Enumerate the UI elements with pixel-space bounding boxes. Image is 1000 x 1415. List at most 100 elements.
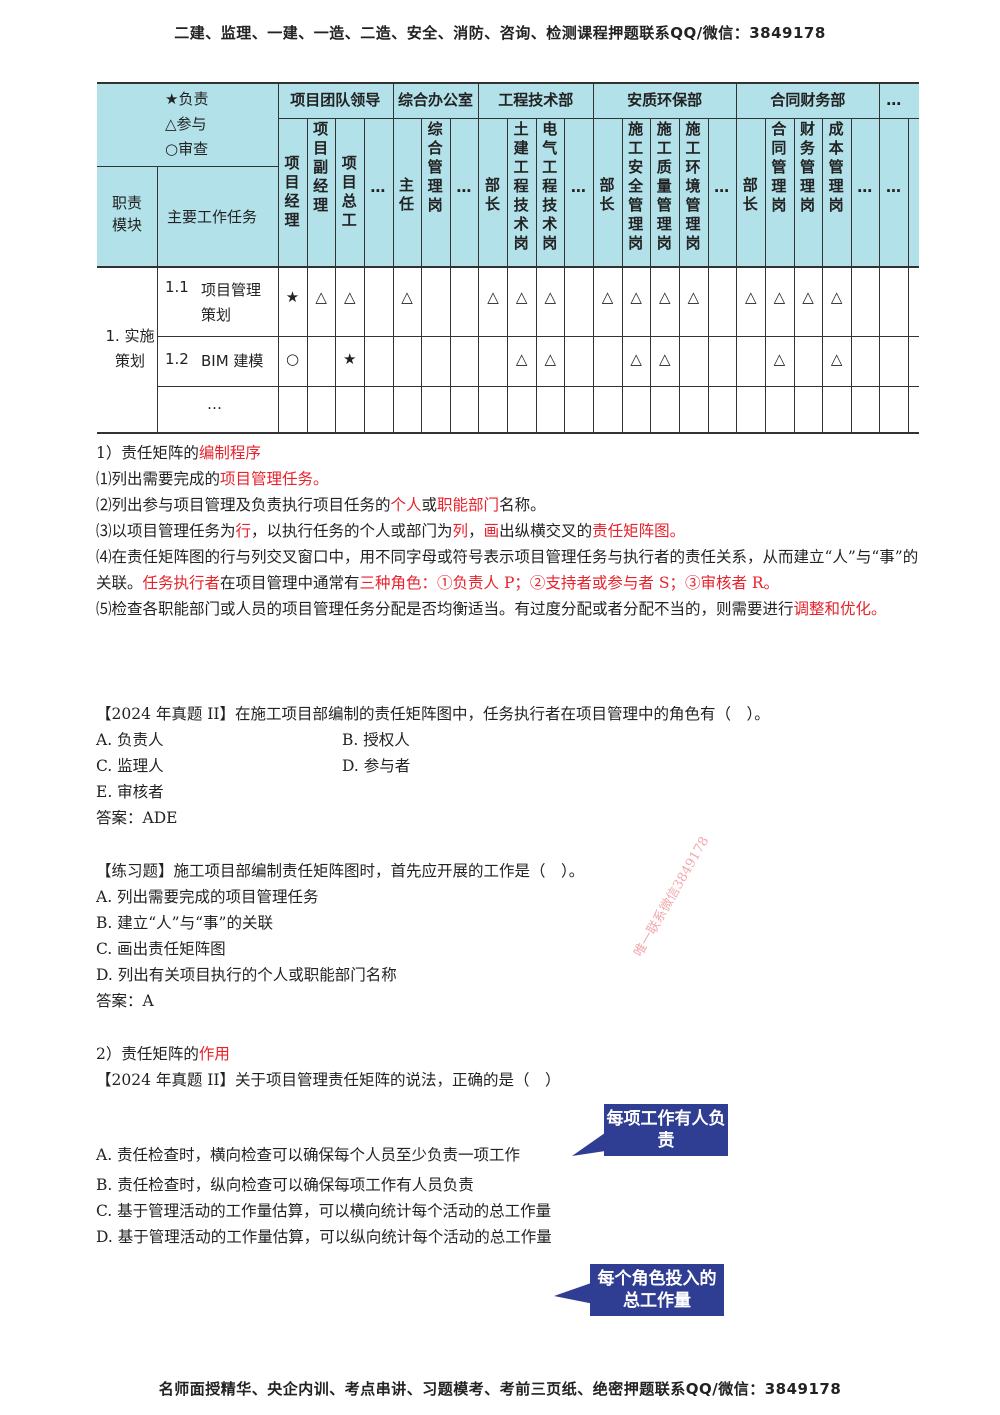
task-no-1-2: 1.2 (165, 350, 189, 368)
callout1-pointer (572, 1128, 612, 1156)
matrix-vline-role (392, 118, 394, 432)
role-header: 主任 (399, 176, 415, 213)
q1-answer: 答案：ADE (96, 809, 178, 827)
col-module-header: 职责模块 (111, 194, 142, 234)
callout2-pointer (554, 1282, 594, 1304)
callout-each-task-owner: 每项工作有人负责 (604, 1104, 728, 1156)
matrix-mark: ○ (285, 350, 300, 368)
matrix-vline-role (650, 118, 652, 432)
role-header: 部长 (742, 176, 758, 213)
q1-option-d: D. 参与者 (342, 757, 411, 775)
matrix-mark: △ (802, 288, 814, 306)
role-header: 土建工程技术岗 (513, 120, 529, 252)
role-header: 电气工程技术岗 (542, 120, 558, 252)
role-header: 财务管理岗 (800, 120, 816, 214)
q3-option-b: B. 责任检查时，纵向检查可以确保每项工作有人员负责 (96, 1176, 474, 1194)
q3-stem: 【2024 年真题 II】关于项目管理责任矩阵的说法，正确的是（ ） (96, 1071, 561, 1089)
col-task-header: 主要工作任务 (167, 208, 258, 226)
step5: ⑸检查各职能部门或人员的项目管理任务分配是否均衡适当。有过度分配或者分配不当的，… (96, 600, 887, 618)
matrix-mark: △ (630, 350, 642, 368)
q1-option-e: E. 审核者 (96, 783, 164, 801)
role-header: 项目经理 (284, 154, 300, 229)
q3-option-a: A. 责任检查时，横向检查可以确保每个人员至少负责一项工作 (96, 1146, 521, 1164)
matrix-vline-group (593, 82, 595, 118)
matrix-vline-role (478, 118, 480, 432)
q3-option-c: C. 基于管理活动的工作量估算，可以横向统计每个活动的总工作量 (96, 1202, 552, 1220)
role-header: … (456, 178, 472, 196)
role-header: 综合管理岗 (427, 120, 443, 214)
group-header: 合同财务部 (770, 91, 846, 109)
matrix-mark: ★ (343, 350, 357, 368)
matrix-vline-group (478, 82, 480, 118)
role-header: 合同管理岗 (771, 120, 787, 214)
matrix-mark: △ (315, 288, 327, 306)
matrix-mark: △ (744, 288, 757, 306)
matrix-vline-role (822, 118, 824, 432)
group-header: 工程技术部 (498, 91, 574, 109)
matrix-mark: ★ (285, 288, 300, 306)
q2-answer: 答案：A (96, 992, 154, 1010)
group-header: 项目团队领导 (290, 91, 381, 109)
task-more: … (207, 395, 222, 413)
q2-stem: 【练习题】施工项目部编制责任矩阵图时，首先应开展的工作是（ ）。 (96, 862, 585, 880)
matrix-vline-role (707, 118, 709, 432)
task-no-1-1: 1.1 (165, 278, 189, 296)
matrix-vline-role (764, 118, 766, 432)
matrix-mark: △ (659, 288, 671, 306)
step1: ⑴列出需要完成的项目管理任务。 (96, 470, 329, 488)
matrix-mark: △ (544, 350, 557, 368)
matrix-vline-task (278, 82, 279, 432)
role-header: 部长 (484, 176, 500, 213)
section2-title: 2）责任矩阵的作用 (96, 1045, 230, 1063)
matrix-vline-group (879, 82, 881, 118)
matrix-vline-module (157, 166, 158, 432)
matrix-vline-role (306, 118, 308, 432)
module-label: 1. 实施策划 (105, 327, 155, 370)
group-header: 安质环保部 (627, 91, 703, 109)
matrix-mark: △ (544, 288, 557, 306)
task-1-2: BIM 建模 (201, 352, 264, 370)
matrix-vline-group (736, 82, 738, 118)
matrix-mark: △ (515, 350, 528, 368)
matrix-mark: △ (515, 288, 528, 306)
q1-option-a: A. 负责人 (96, 731, 164, 749)
matrix-mark: △ (343, 288, 356, 306)
role-header: 施工质量管理岗 (656, 120, 672, 252)
matrix-vline-role (736, 118, 738, 432)
matrix-vline-role (507, 118, 509, 432)
matrix-vline-role (363, 118, 365, 432)
role-header: … (885, 178, 901, 196)
legend-participate: △参与 (165, 115, 207, 133)
step3: ⑶以项目管理任务为行，以执行任务的个人或部门为列，画出纵横交叉的责任矩阵图。 (96, 522, 686, 540)
role-header: 项目总工 (341, 154, 357, 229)
q2-option-a: A. 列出需要完成的项目管理任务 (96, 888, 319, 906)
role-header: … (714, 178, 730, 196)
matrix-mark: △ (773, 350, 786, 368)
matrix-mark: △ (830, 350, 843, 368)
matrix-vline-role (850, 118, 852, 432)
role-header: … (857, 178, 873, 196)
matrix-vline-role (793, 118, 795, 432)
q1-option-c: C. 监理人 (96, 757, 164, 775)
matrix-mark: △ (687, 288, 700, 306)
matrix-legend-divider (97, 166, 278, 167)
matrix-vline-role (564, 118, 566, 432)
matrix-vline-role (678, 118, 680, 432)
role-header: 部长 (599, 176, 615, 213)
matrix-mark: △ (601, 288, 614, 306)
page-footer: 名师面授精华、央企内训、考点串讲、习题模考、考前三页纸、绝密押题联系QQ/微信：… (158, 1380, 842, 1398)
page-header: 二建、监理、一建、一造、二造、安全、消防、咨询、检测课程押题联系QQ/微信：38… (174, 24, 826, 42)
matrix-row-divider-2 (157, 386, 919, 387)
group-header: … (886, 91, 902, 109)
legend-responsible: ★负责 (165, 90, 209, 108)
step2: ⑵列出参与项目管理及负责执行项目任务的个人或职能部门名称。 (96, 496, 546, 514)
role-header: 成本管理岗 (828, 120, 844, 214)
matrix-vline-role (879, 118, 881, 432)
q1-stem: 【2024 年真题 II】在施工项目部编制的责任矩阵图中，任务执行者在项目管理中… (96, 705, 770, 723)
matrix-mark: △ (401, 288, 413, 306)
q3-option-d: D. 基于管理活动的工作量估算，可以纵向统计每个活动的总工作量 (96, 1228, 552, 1246)
matrix-mark: △ (659, 350, 671, 368)
watermark-contact: 唯一联系微信3849178 (631, 834, 713, 960)
section1: 1）责任矩阵的编制程序 ⑴列出需要完成的项目管理任务。 ⑵列出参与项目管理及负责… (96, 440, 926, 622)
matrix-mark: △ (830, 288, 843, 306)
